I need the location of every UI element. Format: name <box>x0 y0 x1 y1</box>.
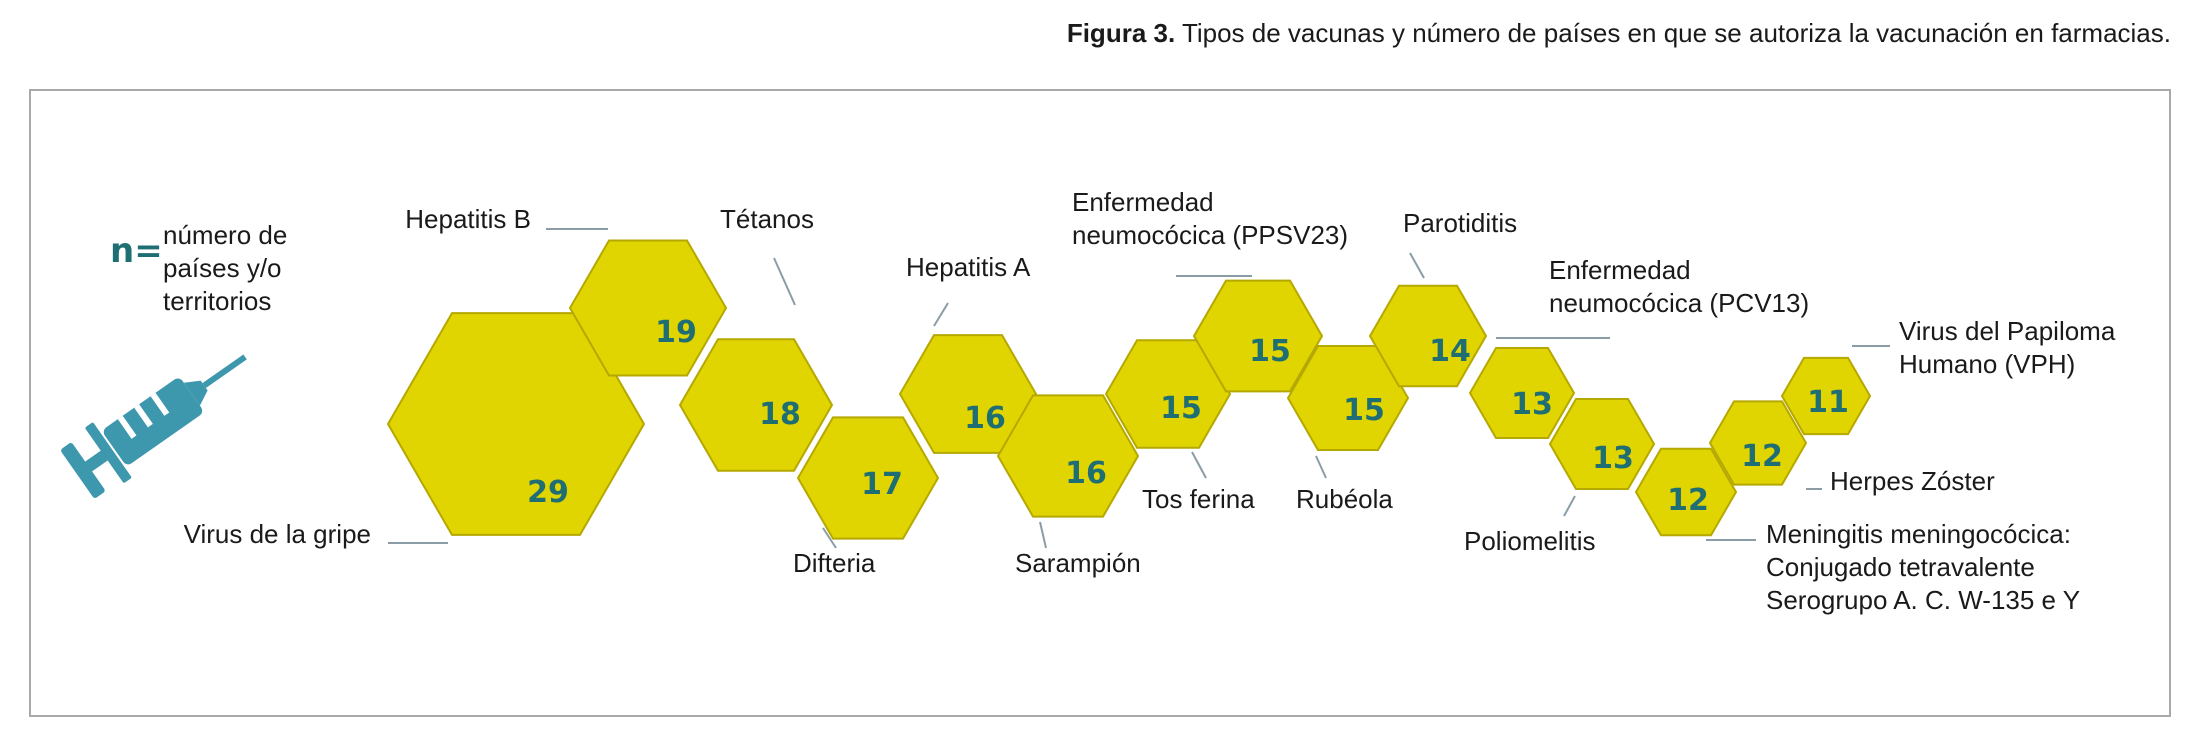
vaccine-label: Meningitis meningocócica: Conjugado tetra… <box>1766 519 2080 615</box>
leader-line <box>822 527 837 549</box>
vaccine-hexagon <box>1192 279 1324 393</box>
vaccine-label-line: Meningitis meningocócica: <box>1766 519 2071 549</box>
vaccine-hexagon <box>1634 447 1738 537</box>
vaccine-count: 14 <box>1429 334 1471 369</box>
vaccine-count: 13 <box>1592 441 1634 476</box>
figure-caption: Figura 3. Tipos de vacunas y número de p… <box>1067 18 2171 49</box>
vaccine-label-line: Virus de la gripe <box>184 519 371 549</box>
vaccine-label-line: Poliomelitis <box>1464 526 1596 556</box>
vaccine-count: 18 <box>759 397 801 432</box>
vaccine-hexagon <box>1708 400 1808 486</box>
vaccine-label: Herpes Zóster <box>1830 466 1995 496</box>
leader-line <box>1409 252 1425 279</box>
vaccine-label: Difteria <box>793 548 876 578</box>
vaccine-label: Tos ferina <box>1142 484 1255 514</box>
vaccine-label: Virus del Papiloma Humano (VPH) <box>1899 316 2116 379</box>
vaccine-hexagon <box>1368 284 1488 388</box>
vaccine-count: 29 <box>527 475 569 510</box>
legend-line-1: número de <box>163 220 287 250</box>
vaccine-label-line: Rubéola <box>1296 484 1393 514</box>
legend-line-2: países y/o <box>163 253 282 283</box>
vaccine-label: Parotiditis <box>1403 208 1517 238</box>
vaccine-count: 15 <box>1343 393 1385 428</box>
vaccine-label: Sarampión <box>1015 548 1141 578</box>
leader-line <box>1191 451 1207 479</box>
vaccine-label-line: Sarampión <box>1015 548 1141 578</box>
vaccine-label: Rubéola <box>1296 484 1393 514</box>
vaccine-label-line: Enfermedad <box>1549 255 1691 285</box>
vaccine-label-line: Virus del Papiloma <box>1899 316 2116 346</box>
vaccine-label-line: Difteria <box>793 548 876 578</box>
leader-line <box>933 302 949 327</box>
caption-label: Figura 3. <box>1066 18 1176 48</box>
leader-line <box>1563 495 1576 517</box>
vaccine-hexagon <box>996 394 1140 518</box>
vaccine-hexagon <box>796 416 940 540</box>
vaccine-label-line: Serogrupo A. C. W-135 e Y <box>1766 585 2080 615</box>
vaccine-count: 12 <box>1741 439 1783 474</box>
vaccine-label-line: Conjugado tetravalente <box>1766 552 2035 582</box>
vaccine-count: 11 <box>1807 385 1849 420</box>
vaccine-label-line: Humano (VPH) <box>1899 349 2075 379</box>
vaccine-count: 12 <box>1667 483 1709 518</box>
vaccine-count: 19 <box>655 315 697 350</box>
vaccine-label-line: Tétanos <box>720 204 814 234</box>
vaccine-count: 13 <box>1511 387 1553 422</box>
legend-symbol: n= <box>110 231 163 271</box>
vaccine-hexagon <box>678 338 834 472</box>
vaccine-hexagon <box>1780 356 1872 436</box>
vaccine-label-line: neumocócica (PCV13) <box>1549 288 1809 318</box>
figure-frame <box>29 89 2171 717</box>
vaccine-label: Hepatitis B <box>405 204 531 234</box>
vaccine-label-line: Hepatitis B <box>405 204 531 234</box>
vaccine-label-line: neumocócica (PPSV23) <box>1072 220 1348 250</box>
vaccine-hexagon <box>568 239 728 377</box>
vaccine-label: Hepatitis A <box>906 252 1031 282</box>
vaccine-label-line: Hepatitis A <box>906 252 1031 282</box>
vaccine-label-line: Parotiditis <box>1403 208 1517 238</box>
vaccine-label: Poliomelitis <box>1464 526 1596 556</box>
vaccine-label-line: Tos ferina <box>1142 484 1255 514</box>
vaccine-count: 16 <box>964 401 1006 436</box>
vaccine-label: Enfermedad neumocócica (PPSV23) <box>1072 187 1348 250</box>
vaccine-label-line: Enfermedad <box>1072 187 1214 217</box>
leader-line <box>1315 455 1327 479</box>
vaccine-count: 15 <box>1160 391 1202 426</box>
vaccine-label: Enfermedad neumocócica (PCV13) <box>1549 255 1809 318</box>
caption-text: Tipos de vacunas y número de países en q… <box>1175 18 2171 48</box>
vaccine-label: Virus de la gripe <box>184 519 371 549</box>
vaccine-count: 17 <box>861 467 903 502</box>
vaccine-hexagon <box>1548 398 1656 490</box>
leader-line <box>773 257 796 306</box>
vaccine-label: Tétanos <box>720 204 814 234</box>
syringe-icon <box>61 354 247 498</box>
vaccine-count: 16 <box>1065 456 1107 491</box>
vaccine-hexagon <box>1468 347 1576 439</box>
vaccine-count: 15 <box>1249 334 1291 369</box>
vaccine-label-line: Herpes Zóster <box>1830 466 1995 496</box>
leader-line <box>1039 521 1047 549</box>
legend-line-3: territorios <box>163 286 271 316</box>
